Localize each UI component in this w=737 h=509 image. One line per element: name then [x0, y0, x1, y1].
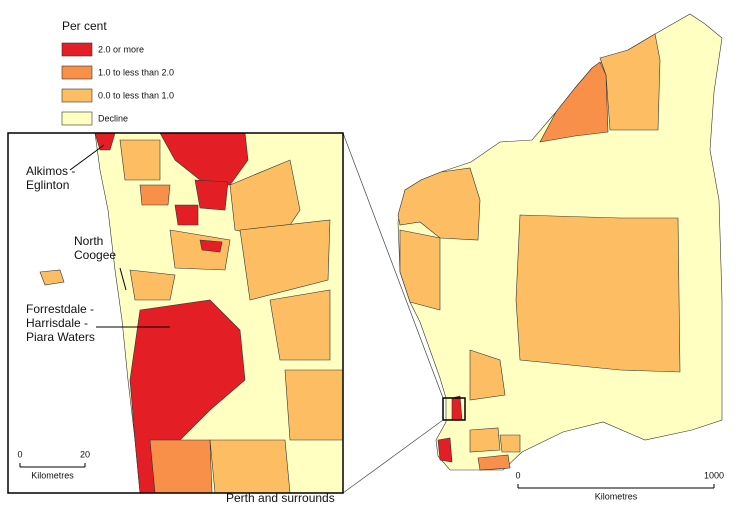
legend-swatch	[61, 88, 93, 103]
scale-unit: Kilometres	[31, 470, 74, 480]
legend-label: 2.0 or more	[98, 44, 144, 54]
legend-label: Decline	[98, 113, 128, 123]
legend-label: 0.0 to less than 1.0	[98, 90, 174, 100]
scale-tick-label: 0	[515, 470, 520, 480]
scale-tick-label: 0	[17, 449, 22, 459]
main-map	[342, 13, 723, 494]
legend-swatch	[61, 65, 93, 80]
place-label: North	[74, 234, 103, 248]
inset-caption: Perth and surrounds	[226, 491, 335, 505]
legend-swatch	[61, 111, 93, 126]
scale-tick-label: 20	[80, 449, 90, 459]
place-label: Coogee	[74, 248, 116, 262]
scale-tick-label: 1000	[704, 470, 724, 480]
legend-swatch	[61, 42, 93, 57]
scale-unit: Kilometres	[595, 491, 638, 501]
place-label: Alkimos -	[26, 164, 75, 178]
legend-label: 1.0 to less than 2.0	[98, 67, 174, 77]
inset-map	[7, 132, 344, 494]
place-label: Harrisdale -	[26, 316, 88, 330]
place-label: Forrestdale -	[26, 302, 94, 316]
place-label: Eglinton	[26, 178, 69, 192]
place-label: Piara Waters	[26, 330, 95, 344]
legend-title: Per cent	[62, 19, 107, 33]
